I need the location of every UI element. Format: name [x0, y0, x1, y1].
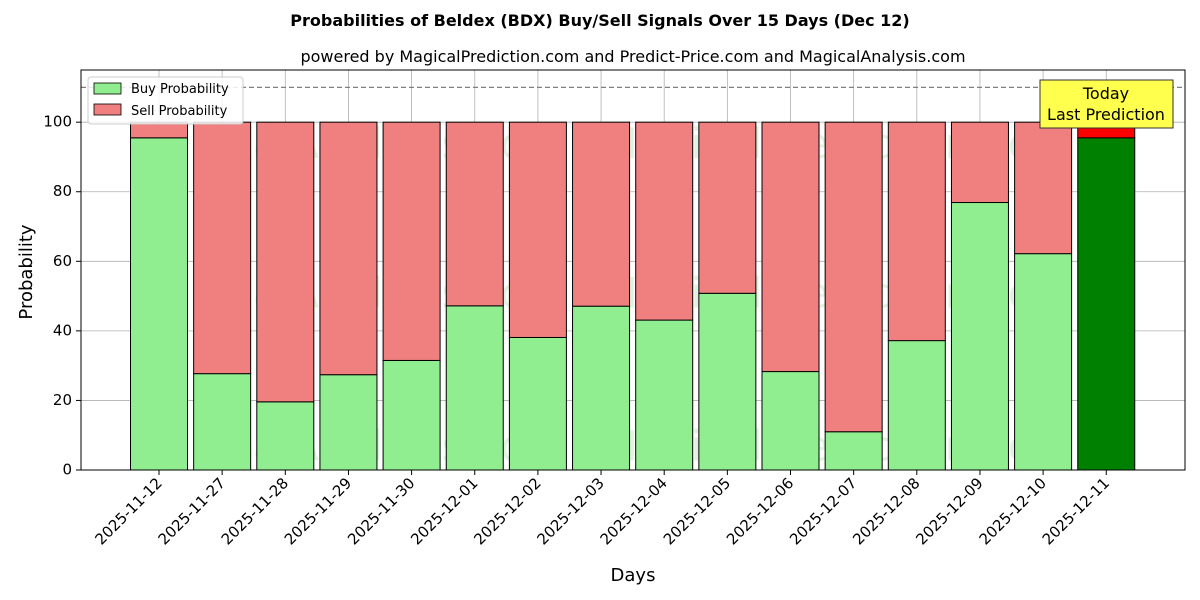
sell-bar: [445, 121, 504, 307]
sell-bar: [635, 121, 694, 321]
x-tick-label: 2025-12-02: [470, 474, 544, 548]
sell-bar: [382, 121, 441, 361]
buy-bar: [635, 319, 694, 471]
sell-bar: [572, 121, 631, 307]
x-tick-label: 2025-12-11: [1039, 474, 1113, 548]
sell-bar: [130, 121, 188, 139]
sell-bar: [193, 121, 252, 375]
y-tick-label: 60: [53, 252, 72, 270]
buy-bar: [761, 371, 820, 471]
x-tick-label: 2025-12-05: [660, 474, 734, 548]
buy-bar: [193, 373, 252, 471]
sell-bar: [950, 121, 1009, 204]
buy-bar: [572, 305, 631, 471]
legend-buy-swatch: [93, 82, 122, 95]
y-tick-label: 40: [53, 321, 72, 339]
buy-bar: [1077, 137, 1136, 471]
x-tick-label: 2025-12-06: [723, 474, 797, 548]
legend: Buy Probability Sell Probability: [87, 76, 244, 125]
y-tick-label: 20: [53, 391, 72, 409]
chart-title: Probabilities of Beldex (BDX) Buy/Sell S…: [290, 11, 909, 30]
buy-bar: [1014, 253, 1073, 471]
buy-bar: [256, 401, 315, 471]
buy-bar: [445, 305, 504, 471]
buy-bar: [130, 137, 188, 471]
chart-subtitle: powered by MagicalPrediction.com and Pre…: [300, 47, 965, 66]
x-tick-label: 2025-12-10: [976, 474, 1050, 548]
bars: [130, 121, 1136, 471]
y-tick-label: 0: [62, 461, 72, 479]
x-tick-label: 2025-12-03: [533, 474, 607, 548]
buy-bar: [382, 359, 441, 471]
buy-bar: [508, 336, 567, 471]
x-tick-label: 2025-12-07: [786, 474, 860, 548]
legend-buy-label: Buy Probability: [131, 82, 229, 97]
sell-bar: [1014, 121, 1073, 255]
x-axis-label: Days: [611, 565, 656, 586]
x-tick-label: 2025-11-28: [218, 474, 292, 548]
y-tick-label: 80: [53, 182, 72, 200]
sell-bar: [508, 121, 567, 338]
buy-bar: [698, 292, 757, 471]
buy-bar: [824, 431, 883, 471]
today-annotation: Today Last Prediction: [1039, 79, 1174, 129]
x-tick-label: 2025-12-01: [407, 474, 481, 548]
legend-frame: [87, 76, 244, 125]
sell-bar: [824, 121, 883, 433]
x-tick-label: 2025-11-27: [155, 474, 229, 548]
sell-bar: [256, 121, 315, 403]
x-tick-label: 2025-12-09: [912, 474, 986, 548]
buy-bar: [950, 202, 1009, 471]
today-annotation-line-1: Today: [1082, 84, 1129, 103]
sell-bar: [887, 121, 946, 342]
y-axis-ticks: 0 20 40 60 80 100: [43, 113, 81, 479]
buy-bar: [319, 374, 378, 471]
x-tick-label: 2025-11-29: [281, 474, 355, 548]
today-annotation-box: [1039, 79, 1174, 129]
x-tick-label: 2025-12-08: [849, 474, 923, 548]
today-annotation-line-2: Last Prediction: [1047, 105, 1165, 124]
legend-sell-swatch: [93, 103, 122, 116]
sell-bar: [761, 121, 820, 373]
plot-frame: [80, 69, 1186, 471]
x-axis-ticks: 2025-11-122025-11-272025-11-282025-11-29…: [91, 470, 1113, 548]
x-tick-label: 2025-12-04: [597, 474, 671, 548]
x-tick-label: 2025-11-12: [91, 474, 165, 548]
sell-bar: [319, 121, 378, 376]
legend-sell-label: Sell Probability: [131, 104, 228, 119]
buy-bar: [887, 340, 946, 471]
y-tick-label: 100: [43, 113, 72, 131]
sell-bar: [698, 121, 757, 294]
y-axis-label: Probability: [16, 224, 37, 319]
x-tick-label: 2025-11-30: [344, 474, 418, 548]
